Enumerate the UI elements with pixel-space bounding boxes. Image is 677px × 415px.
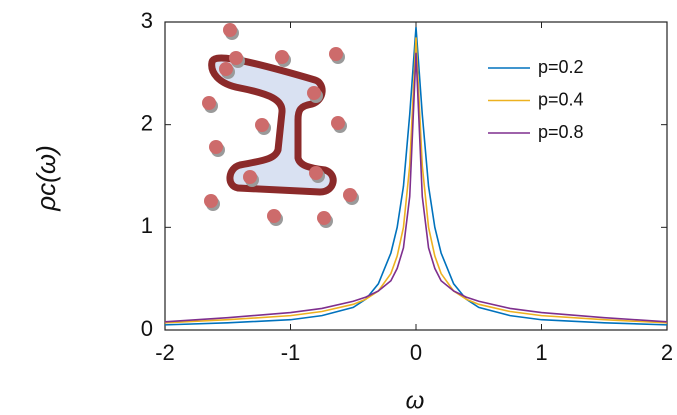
x-axis-label: ω	[406, 387, 425, 414]
legend-label: p=0.4	[538, 89, 584, 109]
polymer-shape	[208, 54, 337, 196]
x-tick-label: 1	[535, 340, 547, 365]
y-tick-label: 0	[141, 316, 153, 341]
y-tick-label: 2	[141, 110, 153, 135]
y-tick-label: 3	[141, 8, 153, 33]
x-tick-label: -1	[281, 340, 301, 365]
series-line	[164, 52, 668, 323]
x-tick-label: 2	[661, 340, 673, 365]
series-line	[164, 37, 668, 324]
x-tick-label: 0	[410, 340, 422, 365]
legend-label: p=0.2	[538, 57, 584, 77]
x-tick-label: -2	[155, 340, 175, 365]
dots	[202, 23, 357, 225]
inset-illustration	[202, 23, 359, 228]
y-axis-label: ρc(ω)	[31, 145, 61, 211]
legend-label: p=0.8	[538, 122, 584, 142]
y-tick-label: 1	[141, 213, 153, 238]
series-line	[164, 27, 668, 326]
